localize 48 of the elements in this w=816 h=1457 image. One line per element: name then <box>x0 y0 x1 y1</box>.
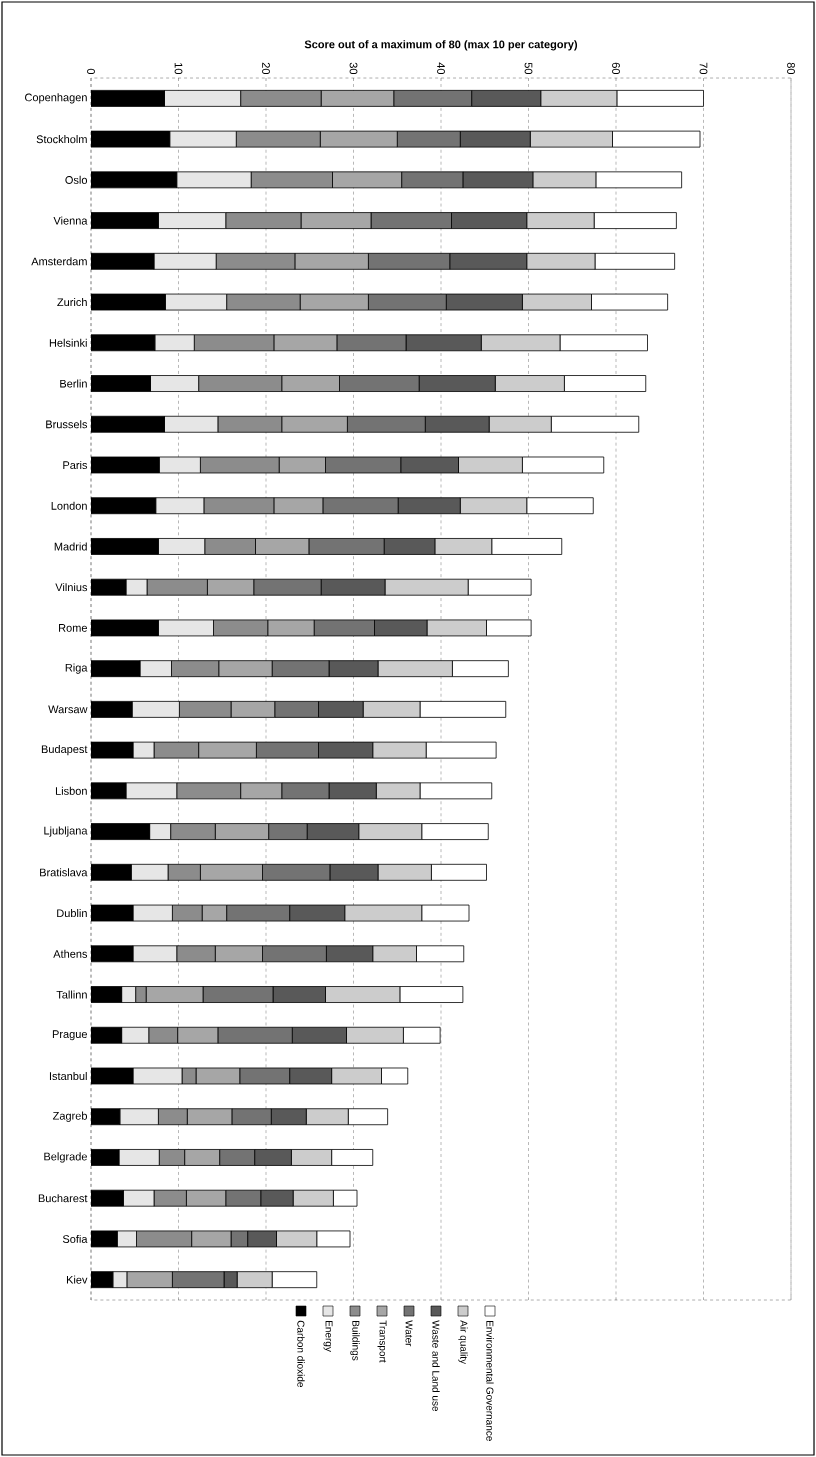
x-tick-label: 50 <box>524 62 533 75</box>
legend-label: Environmental Governance <box>486 1321 494 1441</box>
y-tick-label: Riga <box>65 663 88 674</box>
x-tick-label: 30 <box>349 62 358 75</box>
x-axis-title: Score out of a maximum of 80 (max 10 per category) <box>304 40 578 51</box>
x-tick-label: 10 <box>174 63 183 75</box>
y-tick-label: Oslo <box>65 175 88 184</box>
y-tick-label: Tallinn <box>56 990 87 999</box>
y-tick-label: Bucharest <box>38 1194 88 1203</box>
x-tick-label: 70 <box>699 62 708 75</box>
y-tick-label: Warsaw <box>48 705 88 714</box>
legend-label: Air quality <box>458 1320 468 1365</box>
legend-label: Carbon dioxide <box>297 1320 305 1388</box>
y-tick-label: Madrid <box>54 542 87 551</box>
y-tick-label: Dublin <box>57 909 87 918</box>
y-tick-label: Rome <box>59 624 87 632</box>
y-tick-label: Brussels <box>46 420 88 429</box>
y-tick-label: London <box>51 501 87 510</box>
y-tick-label: Budapest <box>41 745 88 756</box>
y-tick-label: Vienna <box>53 216 88 225</box>
y-tick-label: Zurich <box>57 298 87 307</box>
x-tick-label: 40 <box>437 62 445 75</box>
y-tick-label: Helsinki <box>49 338 87 347</box>
x-tick-label: 0 <box>87 68 95 75</box>
y-tick-label: Berlin <box>60 379 87 388</box>
legend-label: Waste and Land use <box>432 1320 440 1412</box>
legend-label: Water <box>405 1320 413 1347</box>
legend-label: Energy <box>323 1321 333 1352</box>
y-tick-label: Ljubljana <box>44 826 88 837</box>
y-tick-label: Amsterdam <box>31 257 87 266</box>
x-tick-label: 20 <box>262 62 270 75</box>
y-tick-label: Copenhagen <box>25 93 87 104</box>
y-tick-label: Sofia <box>62 1234 88 1243</box>
y-tick-label: Bratislava <box>40 868 88 877</box>
legend-label: Buildings <box>350 1321 360 1361</box>
y-tick-label: Athens <box>53 949 88 958</box>
y-tick-label: Stockholm <box>36 135 87 144</box>
y-tick-label: Prague <box>52 1030 87 1041</box>
y-tick-label: Paris <box>63 460 88 470</box>
legend-label: Transport <box>377 1320 387 1363</box>
y-tick-label: Istanbul <box>49 1071 87 1081</box>
x-tick-label: 80 <box>787 62 795 75</box>
y-tick-label: Belgrade <box>44 1152 87 1163</box>
y-tick-label: Zagreb <box>52 1111 88 1122</box>
x-tick-label: 60 <box>612 62 620 75</box>
y-tick-label: Lisbon <box>55 786 87 795</box>
y-tick-label: Kiev <box>66 1275 88 1284</box>
y-tick-label: Vilnius <box>55 583 88 592</box>
